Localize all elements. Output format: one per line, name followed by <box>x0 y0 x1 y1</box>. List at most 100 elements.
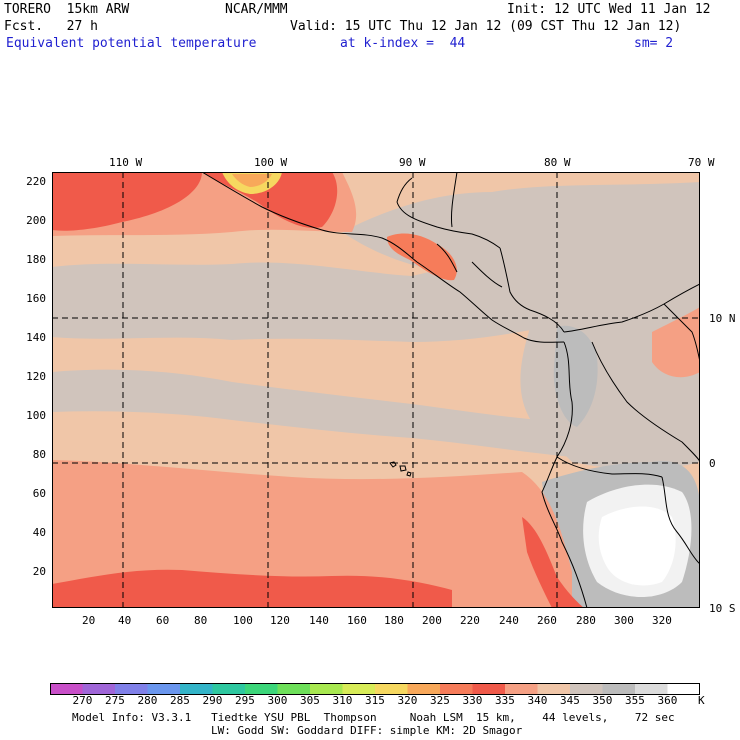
x-tick: 80 <box>194 614 208 627</box>
lat-lon-grid <box>52 172 700 608</box>
border-ecuador-peru <box>556 456 663 478</box>
x-tick: 200 <box>422 614 442 627</box>
x-tick: 240 <box>499 614 519 627</box>
theta-salmon-colombia <box>652 307 700 378</box>
colorbar-level-label: 360 <box>657 694 678 707</box>
colorbar-level-label: 335 <box>495 694 515 707</box>
border-peru-brazil <box>661 476 700 565</box>
x-tick: 20 <box>82 614 96 627</box>
lat-label-0: 0 <box>709 457 716 470</box>
x-tick: 60 <box>156 614 170 627</box>
colorbar-swatch <box>602 683 636 695</box>
colorbar-swatch <box>147 683 181 695</box>
colorbar-frame <box>50 683 700 695</box>
theta-red-northwest <box>52 172 202 231</box>
institution: NCAR/MMM <box>225 2 288 17</box>
x-tick: 160 <box>347 614 367 627</box>
lat-label-10s: 10 S <box>709 602 736 615</box>
colorbar-swatch <box>440 683 473 695</box>
colorbar-level-label: 315 <box>365 694 385 707</box>
lon-label-80w: 80 W <box>544 156 571 169</box>
forecast-hour: Fcst. 27 h <box>4 19 98 34</box>
init-time: Init: 12 UTC Wed 11 Jan 12 <box>507 2 711 17</box>
y-tick: 100 <box>26 409 46 422</box>
colorbar-unit: K <box>698 694 705 707</box>
colorbar-swatch <box>570 683 603 695</box>
colorbar-level-label: 320 <box>397 694 418 707</box>
y-tick: 80 <box>32 448 46 461</box>
x-tick: 320 <box>652 614 672 627</box>
colorbar-swatch <box>472 683 506 695</box>
colorbar-swatch <box>635 683 668 695</box>
y-tick: 140 <box>26 331 46 344</box>
y-tick: 60 <box>32 487 46 500</box>
x-tick: 260 <box>537 614 557 627</box>
colorbar <box>50 680 701 695</box>
coast-venezuela <box>663 303 700 363</box>
colorbar-level-label: 305 <box>300 694 320 707</box>
level-info: at k-index = 44 <box>340 36 466 51</box>
theta-grey-band-south <box>52 369 572 457</box>
colorbar-level-label: 300 <box>267 694 288 707</box>
colorbar-level-label: 330 <box>462 694 483 707</box>
border-central-america-2 <box>471 261 503 288</box>
x-tick: 120 <box>270 614 290 627</box>
theta-hotspot-core <box>232 174 272 187</box>
x-tick: 300 <box>614 614 634 627</box>
colorbar-swatch <box>505 683 538 695</box>
coastline-south-america-west <box>541 341 588 608</box>
map-frame <box>52 172 700 608</box>
colorbar-swatch <box>115 683 148 695</box>
colorbar-swatch <box>342 683 376 695</box>
model-info-line1: Model Info: V3.3.1 Tiedtke YSU PBL Thomp… <box>72 711 675 724</box>
lon-label-90w: 90 W <box>399 156 426 169</box>
theta-dark-grey-patch <box>553 325 598 427</box>
colorbar-swatch <box>407 683 441 695</box>
colorbar-level-label: 285 <box>170 694 190 707</box>
y-tick: 220 <box>26 175 46 188</box>
x-tick: 40 <box>118 614 132 627</box>
coastline-central-america <box>416 261 565 343</box>
y-tick: 160 <box>26 292 46 305</box>
lon-label-100w: 100 W <box>254 156 288 169</box>
y-tick: 180 <box>26 253 46 266</box>
colorbar-svg <box>50 683 701 695</box>
colorbar-level-label: 350 <box>592 694 613 707</box>
colorbar-level-label: 280 <box>137 694 158 707</box>
colorbar-swatch <box>310 683 343 695</box>
border-colombia <box>591 341 700 463</box>
theta-red-central-america <box>387 233 457 281</box>
colorbar-swatch <box>375 683 408 695</box>
colorbar-level-label: 275 <box>105 694 125 707</box>
y-tick: 20 <box>32 565 46 578</box>
lon-label-110w: 110 W <box>109 156 143 169</box>
y-tick: 200 <box>26 214 46 227</box>
colorbar-swatch <box>50 683 83 695</box>
model-info-line2: LW: Godd SW: Goddard DIFF: simple KM: 2D… <box>211 724 523 737</box>
colorbar-swatch <box>277 683 311 695</box>
colorbar-level-label: 345 <box>560 694 580 707</box>
colorbar-swatch <box>667 683 701 695</box>
field-name: Equivalent potential temperature <box>6 36 257 51</box>
colorbar-level-label: 325 <box>430 694 450 707</box>
x-tick: 280 <box>576 614 596 627</box>
coastline-gulf <box>396 201 501 249</box>
model-name: TORERO 15km ARW <box>4 2 130 17</box>
x-tick: 220 <box>460 614 480 627</box>
colorbar-swatch <box>180 683 213 695</box>
colorbar-level-label: 340 <box>527 694 548 707</box>
y-tick: 40 <box>32 526 46 539</box>
colorbar-swatch <box>82 683 116 695</box>
coastline-mexico <box>201 172 418 263</box>
theta-red-coast <box>522 517 584 608</box>
border-central-america-1 <box>436 243 458 273</box>
colorbar-swatch <box>212 683 246 695</box>
y-tick: 120 <box>26 370 46 383</box>
valid-time: Valid: 15 UTC Thu 12 Jan 12 (09 CST Thu … <box>290 19 682 34</box>
coastline-yucatan <box>396 172 458 228</box>
map-svg <box>52 172 700 608</box>
colorbar-level-label: 355 <box>625 694 645 707</box>
lat-label-10n: 10 N <box>709 312 736 325</box>
colorbar-level-label: 290 <box>202 694 223 707</box>
smoothing-info: sm= 2 <box>634 36 674 51</box>
